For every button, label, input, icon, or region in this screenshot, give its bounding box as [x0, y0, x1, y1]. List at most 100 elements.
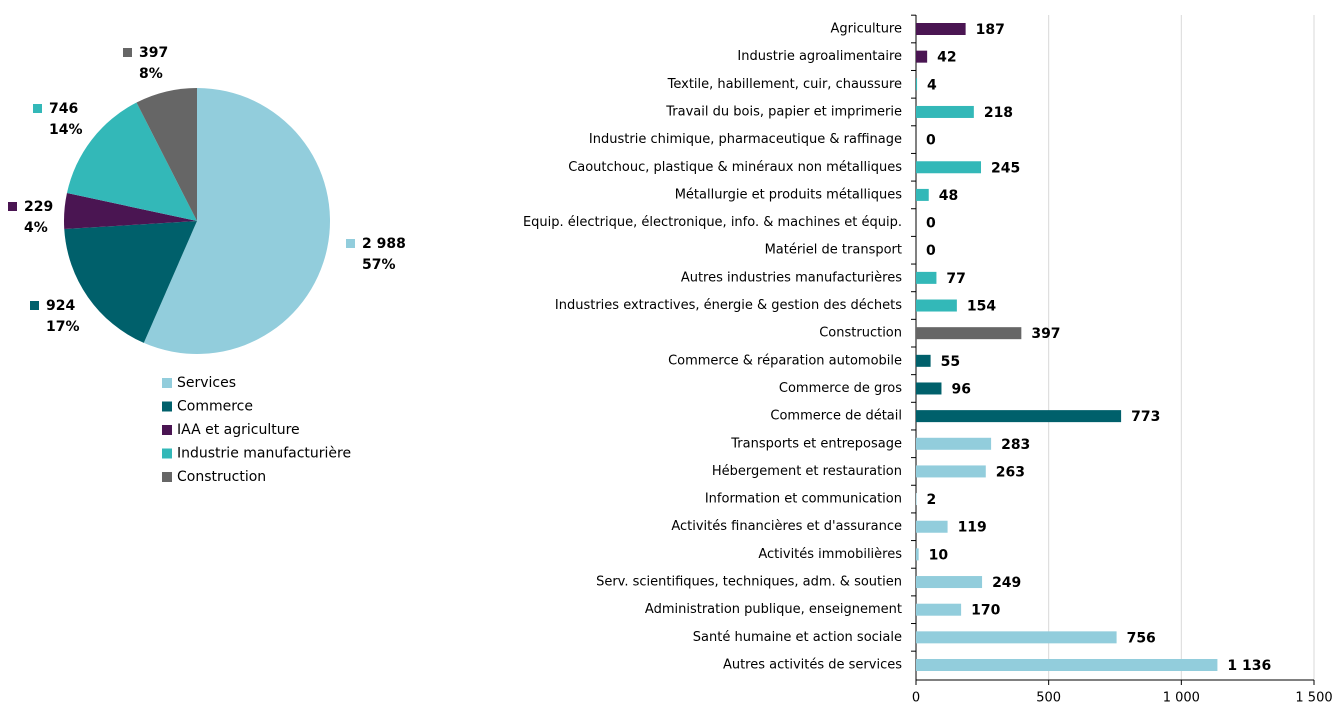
bar [916, 78, 918, 91]
x-tick-label: 0 [912, 691, 920, 706]
value-label: 249 [992, 575, 1021, 591]
legend-swatch [162, 448, 172, 459]
bar [916, 161, 982, 174]
value-label: 42 [937, 50, 956, 66]
pie-slice [66, 102, 197, 221]
value-label: 218 [984, 105, 1013, 121]
value-label: 96 [951, 381, 970, 397]
y-tick-label: Hébergement et restauration [712, 464, 902, 479]
y-tick-label: Commerce de gros [779, 381, 902, 396]
pie-slice [143, 88, 331, 354]
pie-slice [64, 193, 198, 230]
share-label: 14% [49, 122, 83, 138]
value-label: 397 [139, 45, 168, 61]
y-tick-label: Activités immobilières [758, 547, 902, 562]
bar [916, 493, 917, 506]
share-label: 17% [46, 319, 80, 335]
legend-swatch [162, 472, 172, 482]
value-label: 746 [49, 101, 78, 117]
bar [916, 548, 919, 561]
value-label: 229 [24, 199, 53, 215]
value-label: 1 136 [1227, 658, 1271, 674]
y-tick-label: Autres industries manufacturières [681, 270, 902, 285]
bar [916, 50, 928, 63]
legend-label: Commerce [177, 399, 253, 415]
value-label: 0 [926, 243, 936, 259]
y-tick-label: Travail du bois, papier et imprimerie [665, 104, 902, 119]
label-swatch [123, 48, 132, 57]
pie-slice [64, 221, 197, 343]
y-tick-label: Administration publique, enseignement [645, 602, 902, 617]
value-label: 2 988 [362, 236, 406, 252]
label-swatch [30, 301, 39, 310]
x-tick-label: 500 [1036, 691, 1061, 706]
value-label: 2 [927, 492, 937, 508]
share-label: 57% [362, 257, 396, 273]
bar [916, 631, 1117, 644]
y-tick-label: Commerce de détail [770, 409, 902, 424]
legend-swatch [162, 401, 172, 412]
bar [916, 271, 937, 284]
y-tick-label: Autres activités de services [723, 658, 902, 673]
y-tick-label: Serv. scientifiques, techniques, adm. & … [596, 575, 902, 590]
bar [916, 576, 983, 589]
value-label: 10 [929, 547, 949, 563]
bar [916, 354, 931, 367]
bar [916, 659, 1218, 671]
legend-swatch [162, 378, 172, 388]
value-label: 187 [976, 22, 1005, 38]
y-tick-label: Information et communication [705, 492, 902, 507]
bar [916, 410, 1122, 423]
y-tick-label: Industrie agroalimentaire [737, 49, 902, 64]
y-tick-label: Métallurgie et produits métalliques [675, 187, 902, 202]
value-label: 245 [991, 160, 1020, 176]
y-tick-label: Industries extractives, énergie & gestio… [555, 298, 902, 313]
bar [916, 437, 992, 450]
bar [916, 23, 966, 35]
legend-label: Services [177, 375, 236, 391]
y-tick-label: Construction [819, 326, 902, 341]
legend-label: Construction [177, 469, 266, 485]
y-tick-label: Caoutchouc, plastique & minéraux non mét… [568, 160, 902, 175]
y-tick-label: Transports et entreposage [730, 436, 902, 451]
x-tick-label: 1 500 [1295, 691, 1332, 706]
label-swatch [8, 202, 17, 211]
bar [916, 520, 948, 533]
value-label: 283 [1001, 437, 1030, 453]
y-tick-label: Commerce & réparation automobile [668, 353, 902, 368]
value-label: 48 [939, 188, 958, 204]
y-tick-label: Santé humaine et action sociale [693, 630, 902, 645]
value-label: 0 [926, 133, 936, 149]
y-tick-label: Agriculture [831, 22, 903, 37]
legend-label: Industrie manufacturière [177, 446, 351, 462]
legend-label: IAA et agriculture [177, 422, 300, 438]
bar [916, 105, 974, 118]
share-label: 8% [139, 66, 163, 82]
bar [916, 465, 986, 478]
label-swatch [33, 104, 42, 113]
value-label: 170 [971, 603, 1000, 619]
x-tick-label: 1 000 [1163, 691, 1200, 706]
y-tick-label: Activités financières et d'assurance [671, 519, 902, 534]
bar [916, 382, 942, 395]
bar [916, 188, 929, 201]
bar [916, 327, 1022, 340]
value-label: 154 [967, 299, 996, 315]
y-tick-label: Textile, habillement, cuir, chaussure [667, 77, 902, 92]
value-label: 924 [46, 298, 75, 314]
value-label: 756 [1127, 630, 1156, 646]
label-swatch [346, 239, 355, 248]
value-label: 119 [958, 520, 987, 536]
value-label: 55 [941, 354, 960, 370]
legend-swatch [162, 425, 172, 435]
value-label: 4 [927, 77, 937, 93]
value-label: 773 [1131, 409, 1160, 425]
value-label: 0 [926, 216, 936, 232]
share-label: 4% [24, 220, 48, 236]
y-tick-label: Equip. électrique, électronique, info. &… [523, 215, 902, 230]
value-label: 263 [996, 464, 1025, 480]
y-tick-label: Industrie chimique, pharmaceutique & raf… [589, 132, 902, 147]
bar [916, 299, 957, 312]
bar [916, 603, 962, 616]
